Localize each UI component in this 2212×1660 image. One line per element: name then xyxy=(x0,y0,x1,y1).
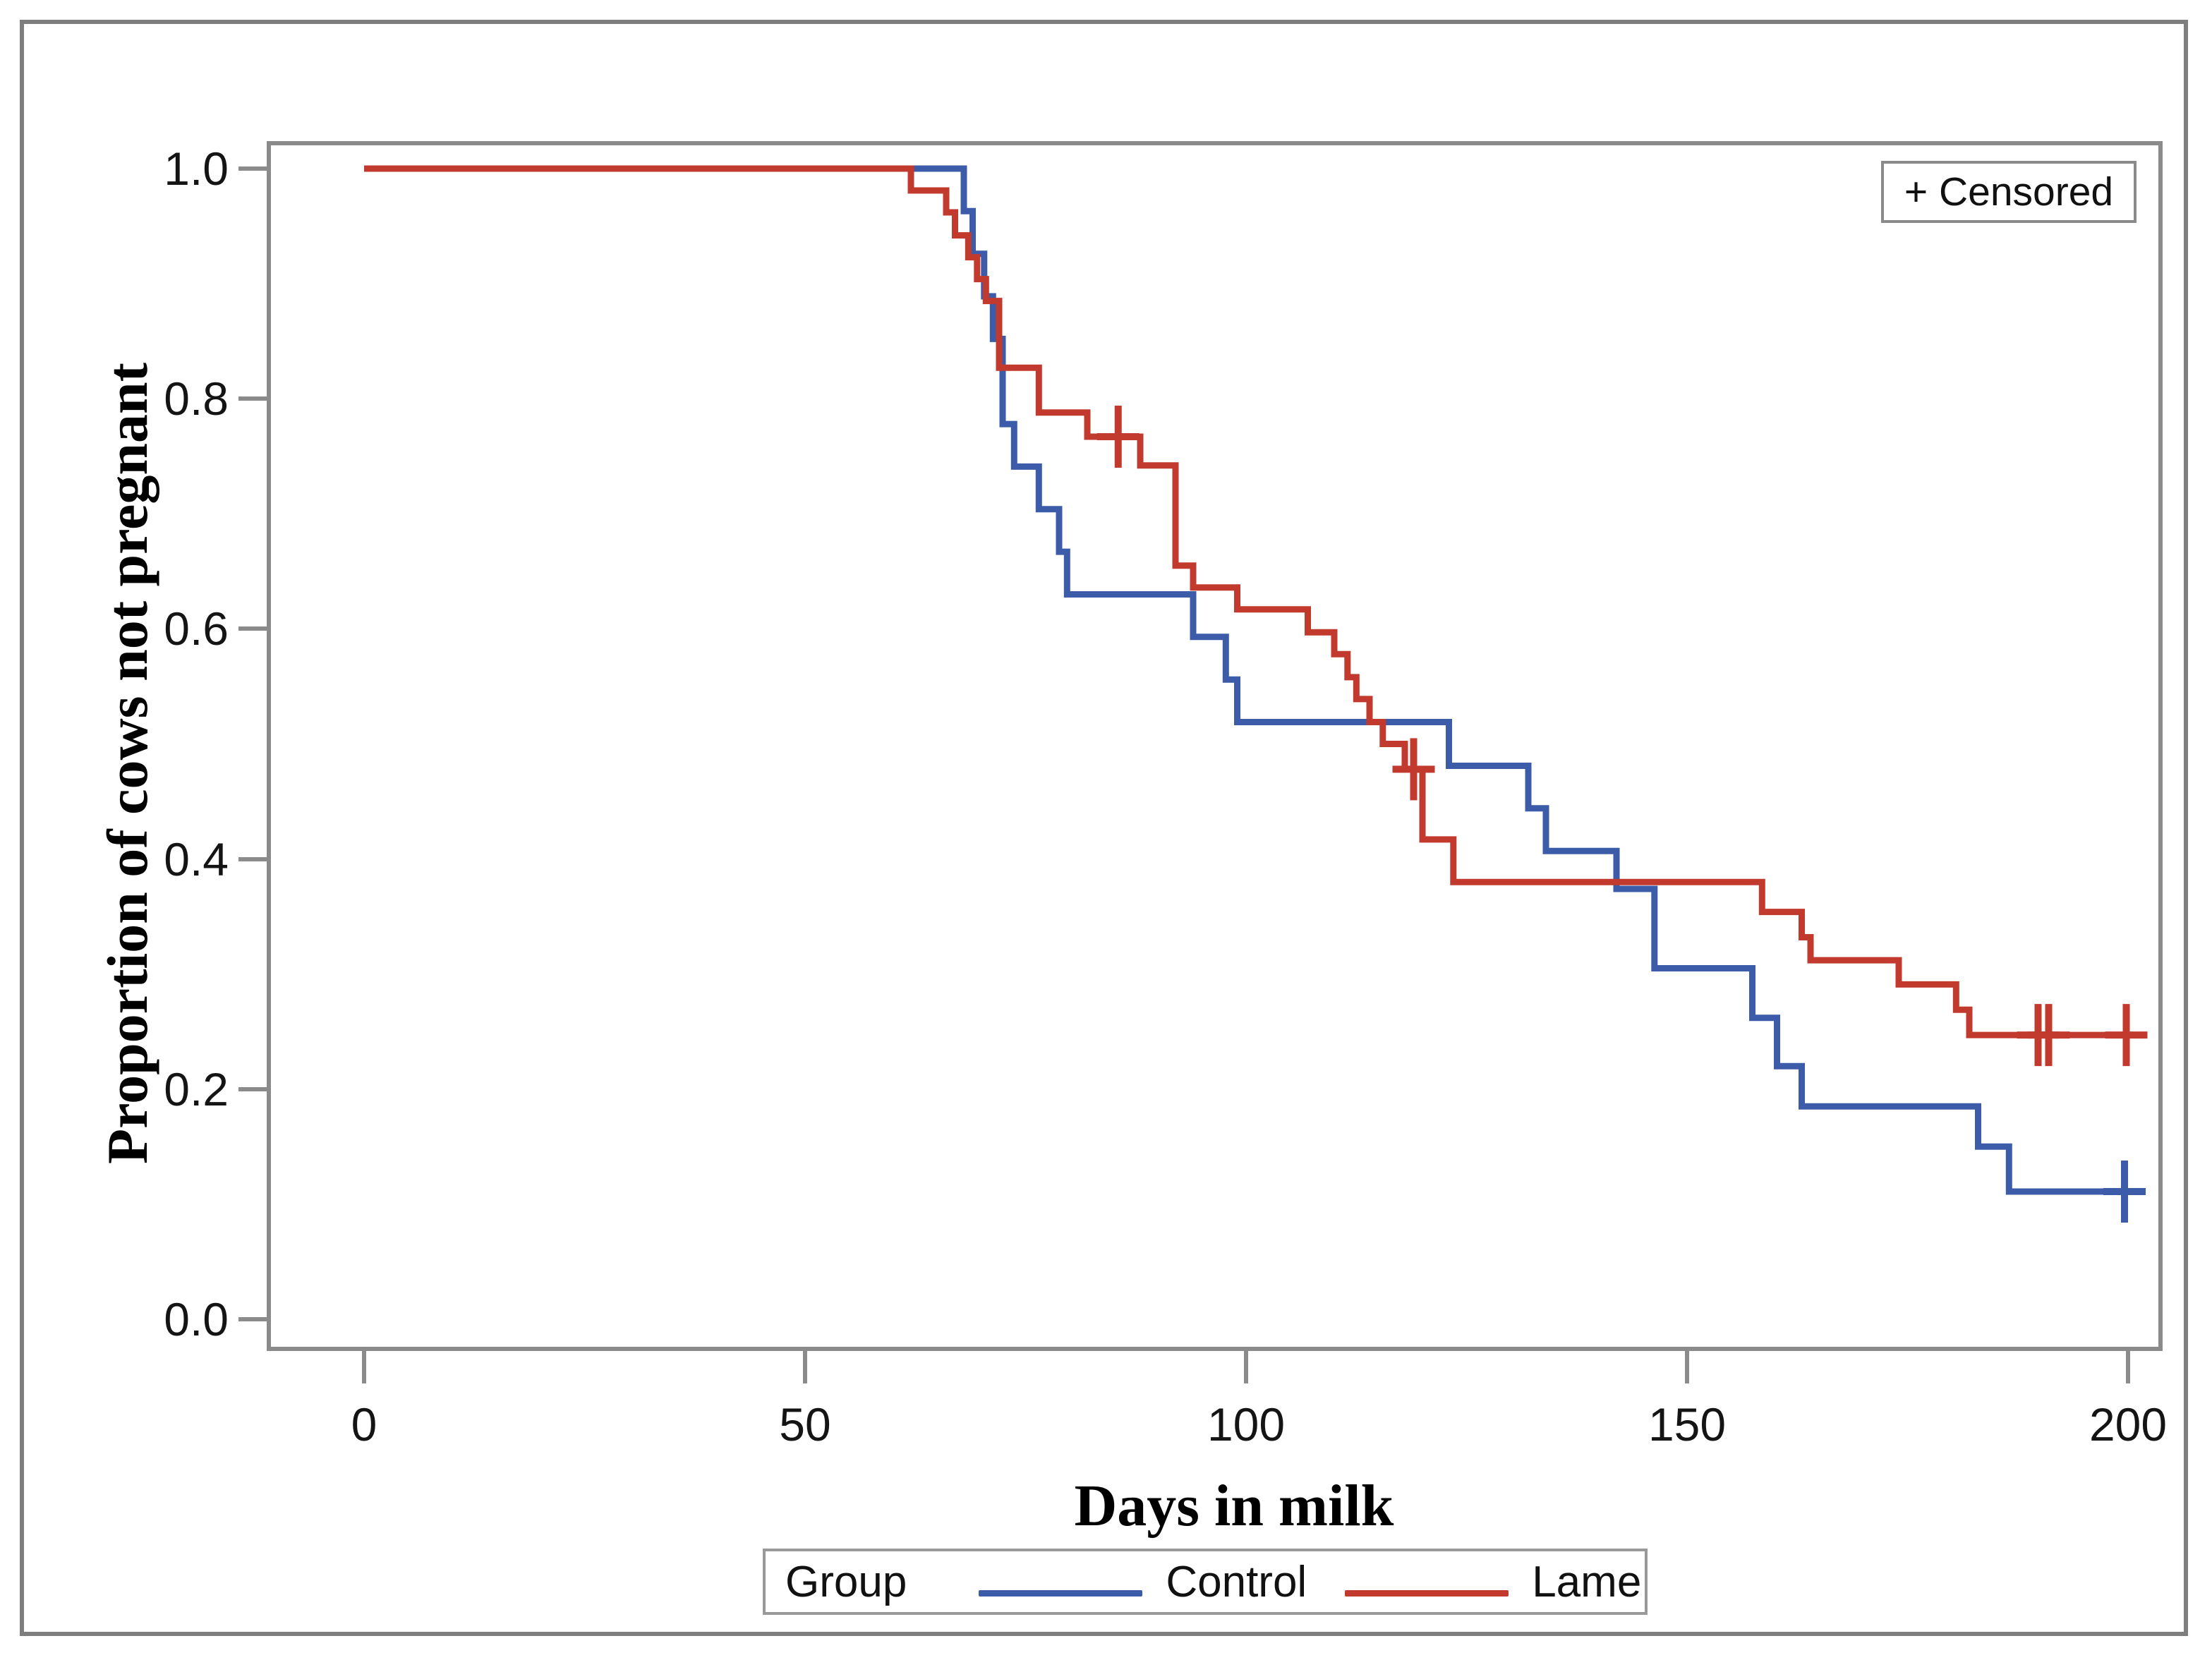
censor-mark-lame xyxy=(1392,738,1435,801)
y-tick-label: 0.2 xyxy=(164,1062,229,1115)
x-tick-mark xyxy=(803,1351,807,1383)
y-tick-label: 1.0 xyxy=(164,143,229,195)
series-control-line xyxy=(364,165,2141,1195)
x-tick-mark xyxy=(362,1351,366,1383)
x-tick-mark xyxy=(2126,1351,2130,1383)
censor-mark-lame xyxy=(2105,1004,2148,1067)
x-tick-mark xyxy=(1685,1351,1689,1383)
plot-frame: + Censored xyxy=(267,141,2163,1351)
chart-figure: Proportion of cows not pregnant Days in … xyxy=(20,20,2188,1636)
legend-title: Group xyxy=(785,1557,907,1606)
censored-label: + Censored xyxy=(1904,169,2114,214)
y-tick-mark xyxy=(238,1086,267,1091)
x-tick-label: 0 xyxy=(351,1398,377,1450)
y-tick-mark xyxy=(238,1317,267,1321)
y-tick-mark xyxy=(238,396,267,401)
x-axis-title: Days in milk xyxy=(1074,1473,1394,1539)
legend-label-lame: Lame xyxy=(1532,1557,1642,1606)
censor-mark-lame xyxy=(2027,1004,2070,1067)
y-tick-label: 0.4 xyxy=(164,832,229,885)
x-tick-label: 100 xyxy=(1207,1398,1286,1450)
group-legend: Group Control Lame xyxy=(763,1549,1648,1615)
y-tick-mark xyxy=(238,626,267,631)
series-lame-line xyxy=(364,165,2139,1038)
censor-mark-lame xyxy=(1096,406,1140,468)
censored-legend: + Censored xyxy=(1881,161,2137,223)
legend-swatch-lame xyxy=(1345,1589,1509,1597)
legend-label-control: Control xyxy=(1166,1557,1307,1606)
x-tick-label: 200 xyxy=(2089,1398,2168,1450)
y-tick-label: 0.0 xyxy=(164,1293,229,1345)
x-tick-label: 50 xyxy=(779,1398,831,1450)
censor-mark-control xyxy=(2103,1160,2146,1223)
legend-swatch-control xyxy=(979,1589,1143,1597)
x-tick-label: 150 xyxy=(1648,1398,1727,1450)
x-tick-mark xyxy=(1244,1351,1248,1383)
y-tick-mark xyxy=(238,856,267,861)
y-tick-label: 0.8 xyxy=(164,372,229,425)
y-tick-label: 0.6 xyxy=(164,602,229,655)
y-tick-mark xyxy=(238,166,267,171)
survival-curves xyxy=(364,165,2148,1223)
legend-items: Control Lame xyxy=(907,1557,1641,1607)
